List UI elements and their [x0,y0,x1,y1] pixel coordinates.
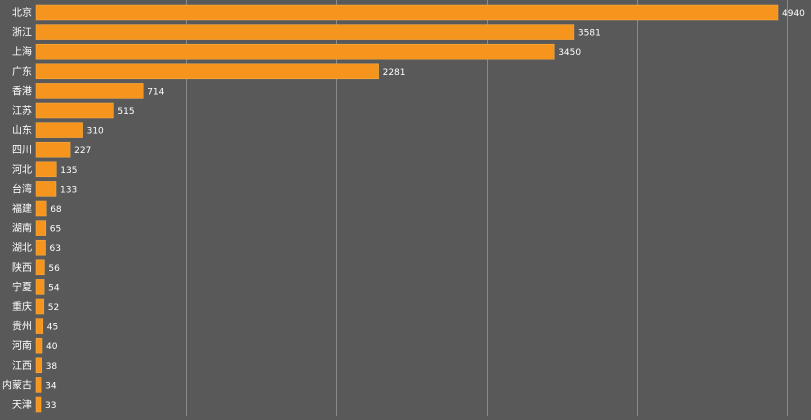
category-label: 香港 [12,85,32,97]
category-label: 内蒙古 [2,378,32,391]
bar[interactable] [35,181,57,197]
bar[interactable] [35,377,42,393]
value-label: 54 [48,283,60,293]
category-label: 江苏 [12,104,32,117]
bar[interactable] [35,161,57,178]
value-label: 63 [50,244,61,254]
category-label: 上海 [12,45,32,58]
bar[interactable] [35,200,47,217]
category-label: 北京 [12,6,32,19]
bar[interactable] [35,337,43,354]
bar[interactable] [35,24,575,40]
category-label: 宁夏 [12,280,32,293]
bar[interactable] [35,259,45,276]
bar[interactable] [35,239,46,256]
category-labels: 北京浙江上海广东香港江苏山东四川河北台湾福建湖南湖北陕西宁夏重庆贵州河南江西内蒙… [2,6,32,411]
value-label: 33 [45,401,56,411]
category-label: 浙江 [12,27,32,39]
value-label: 4940 [782,9,805,19]
category-label: 陕西 [12,261,32,274]
category-label: 天津 [12,399,32,411]
value-label: 2281 [383,68,406,78]
bar[interactable] [35,318,44,334]
value-label: 3581 [578,29,601,39]
value-label: 515 [117,107,134,117]
value-labels: 4940 3581 3450 2281 714 515 310 227 135 133 68 65 63… [45,9,805,411]
value-label: 38 [46,362,58,372]
value-label: 227 [74,146,91,156]
value-label: 68 [50,205,62,215]
bar[interactable] [35,102,114,119]
bars [35,4,779,413]
category-label: 贵州 [12,320,32,333]
value-label: 135 [60,166,77,176]
value-label: 133 [60,185,77,195]
gridlines [186,0,788,416]
category-label: 台湾 [12,182,32,195]
value-label: 65 [50,225,61,235]
value-label: 40 [46,342,58,352]
value-label: 34 [45,381,57,391]
value-label: 3450 [558,48,581,58]
bar[interactable] [35,279,45,295]
category-label: 湖南 [12,222,32,235]
category-label: 河北 [12,164,32,176]
category-label: 重庆 [12,300,32,313]
bar[interactable] [35,4,779,21]
bar[interactable] [35,220,47,236]
category-label: 湖北 [12,242,32,254]
category-label: 广东 [12,65,32,78]
bar[interactable] [35,122,83,138]
bar[interactable] [35,43,555,60]
value-label: 52 [48,303,59,313]
bar[interactable] [35,141,71,158]
bar[interactable] [35,357,42,374]
bar[interactable] [35,396,42,413]
value-label: 310 [87,127,104,137]
category-label: 山东 [12,124,32,137]
category-label: 福建 [12,202,32,215]
value-label: 45 [47,323,58,333]
bar[interactable] [35,83,144,99]
bar[interactable] [35,63,379,80]
value-label: 714 [147,87,164,97]
category-label: 江西 [12,360,32,372]
value-label: 56 [48,264,60,274]
category-label: 四川 [12,145,32,156]
category-label: 河南 [12,339,32,352]
bar[interactable] [35,298,45,315]
